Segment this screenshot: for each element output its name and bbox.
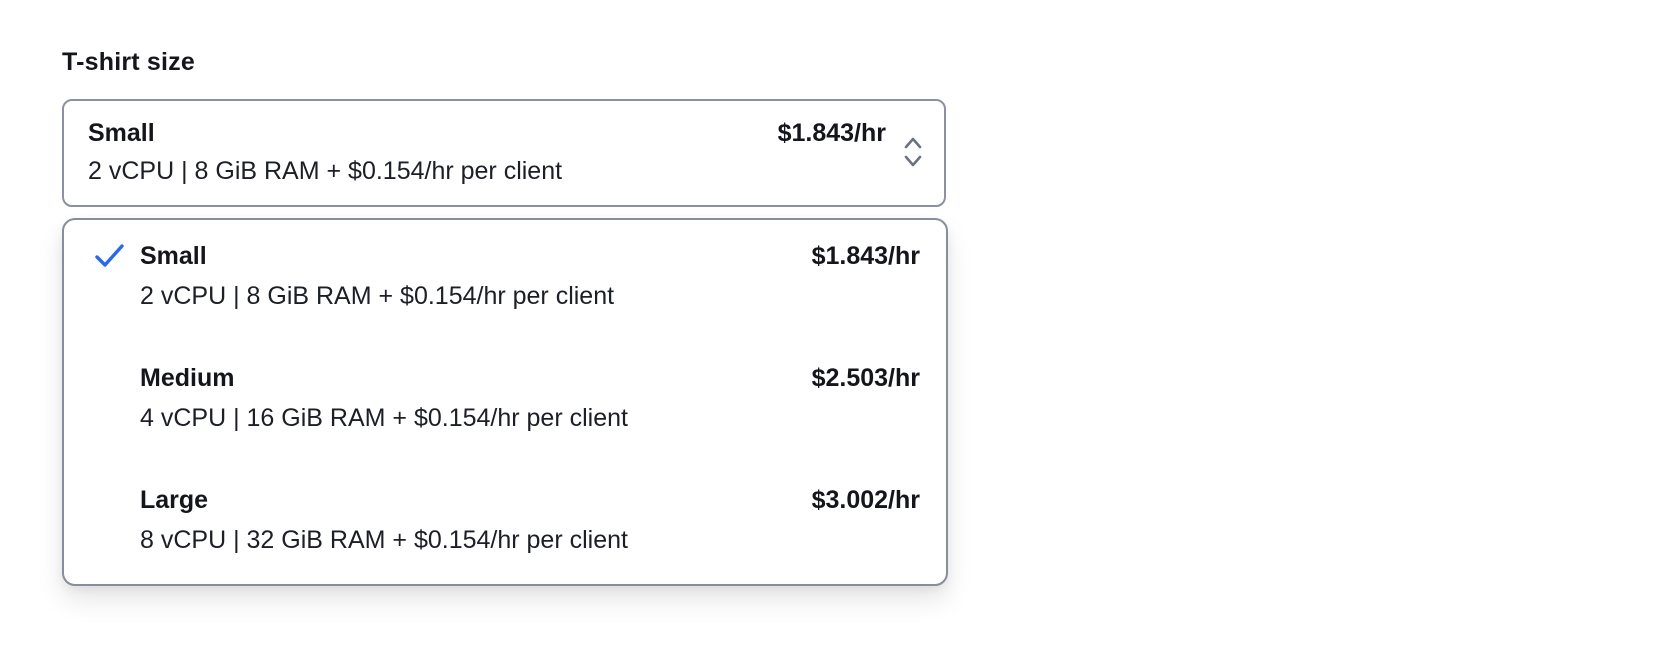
tshirt-size-dropdown-menu: Small $1.843/hr 2 vCPU | 8 GiB RAM + $0.…	[62, 218, 948, 586]
page: T-shirt size Small 2 vCPU | 8 GiB RAM + …	[62, 48, 948, 586]
option-price: $1.843/hr	[811, 242, 920, 270]
selected-check-icon	[94, 236, 140, 276]
tshirt-size-label: T-shirt size	[62, 48, 195, 76]
tshirt-size-select-trigger[interactable]: Small 2 vCPU | 8 GiB RAM + $0.154/hr per…	[62, 99, 946, 207]
chevron-up-down-icon	[904, 137, 922, 167]
selected-option-price: $1.843/hr	[777, 119, 886, 147]
option-name: Medium	[140, 364, 235, 392]
option-price: $3.002/hr	[811, 486, 920, 514]
option-specs: 4 vCPU | 16 GiB RAM + $0.154/hr per clie…	[140, 404, 628, 432]
check-placeholder	[94, 358, 140, 398]
option-name: Small	[140, 242, 207, 270]
option-row-small[interactable]: Small $1.843/hr 2 vCPU | 8 GiB RAM + $0.…	[94, 236, 920, 316]
option-price: $2.503/hr	[811, 364, 920, 392]
option-name: Large	[140, 486, 209, 514]
selected-option-right: $1.843/hr	[778, 114, 924, 190]
selected-option-name: Small	[88, 119, 155, 147]
check-placeholder	[94, 480, 140, 520]
option-row-medium[interactable]: Medium $2.503/hr 4 vCPU | 16 GiB RAM + $…	[94, 358, 920, 438]
selected-option-text: Small 2 vCPU | 8 GiB RAM + $0.154/hr per…	[88, 114, 562, 190]
option-specs: 2 vCPU | 8 GiB RAM + $0.154/hr per clien…	[140, 282, 615, 310]
option-specs: 8 vCPU | 32 GiB RAM + $0.154/hr per clie…	[140, 526, 628, 554]
option-row-large[interactable]: Large $3.002/hr 8 vCPU | 32 GiB RAM + $0…	[94, 480, 920, 560]
selected-option-specs: 2 vCPU | 8 GiB RAM + $0.154/hr per clien…	[88, 157, 563, 185]
